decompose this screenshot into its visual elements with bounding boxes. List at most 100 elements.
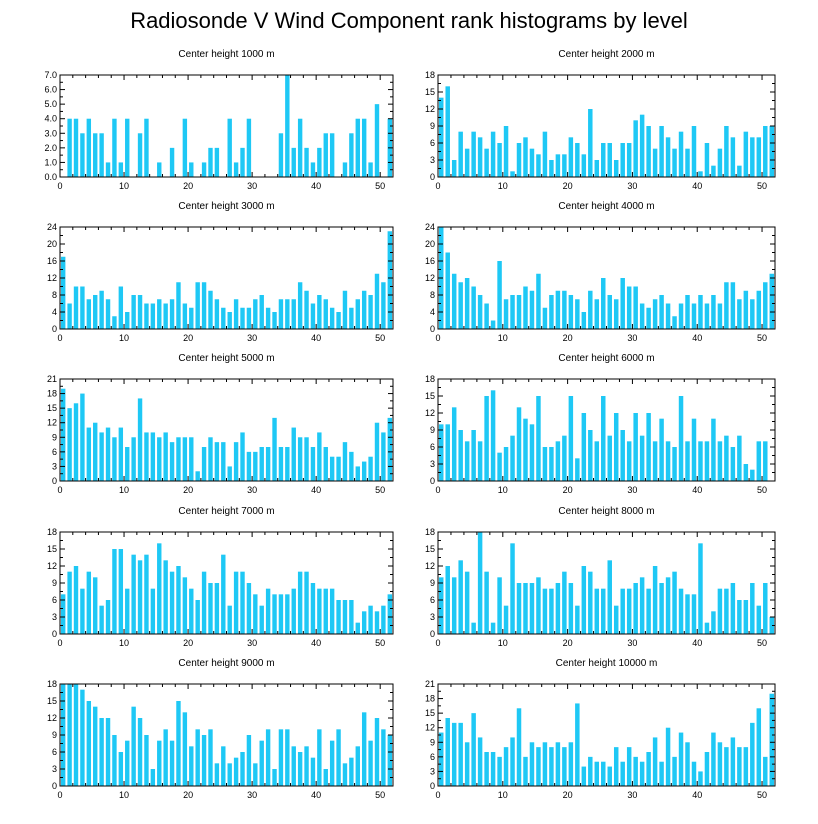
bar xyxy=(542,447,548,481)
bar xyxy=(291,299,296,329)
bar xyxy=(214,763,220,786)
bar xyxy=(105,718,111,786)
bar xyxy=(549,447,554,481)
y-tick-label: 0 xyxy=(430,324,435,334)
panel-title: Center height 9000 m xyxy=(178,658,274,669)
bar xyxy=(355,746,360,786)
bar xyxy=(756,137,762,177)
bar xyxy=(639,577,645,634)
y-tick-label: 12 xyxy=(425,104,435,114)
x-tick-label: 30 xyxy=(247,181,257,191)
bar xyxy=(646,307,651,329)
bar xyxy=(601,396,606,481)
bar xyxy=(620,430,625,481)
bar xyxy=(233,299,239,329)
bar xyxy=(769,617,774,634)
bar xyxy=(291,588,296,634)
bar xyxy=(125,740,130,786)
bar xyxy=(542,588,548,634)
bar xyxy=(169,442,175,481)
bar xyxy=(730,447,736,481)
panel-9: Center height 9000 m 0 10 20 30 40 50 0 3 6 9 12 15 1… xyxy=(47,658,394,800)
bar xyxy=(607,295,612,329)
bar xyxy=(368,295,373,329)
bar xyxy=(523,583,528,634)
bar xyxy=(221,307,226,329)
bar xyxy=(516,143,522,177)
bar xyxy=(562,435,567,481)
x-tick-label: 10 xyxy=(498,485,508,495)
x-tick-label: 40 xyxy=(692,790,702,800)
bar xyxy=(555,742,561,786)
x-tick-label: 50 xyxy=(375,485,385,495)
y-tick-label: 18 xyxy=(425,374,435,384)
bar xyxy=(730,737,736,786)
bar xyxy=(189,162,194,177)
bar xyxy=(310,757,316,786)
bar xyxy=(626,286,632,329)
bar xyxy=(137,133,143,177)
bar xyxy=(497,756,502,786)
bar xyxy=(451,722,457,786)
bar xyxy=(221,442,226,481)
bar xyxy=(575,299,580,329)
bar xyxy=(685,148,690,177)
bar xyxy=(691,761,697,786)
bar xyxy=(73,286,79,329)
bar xyxy=(464,742,470,786)
x-tick-label: 40 xyxy=(692,638,702,648)
y-tick-label: 9 xyxy=(430,425,435,435)
bar xyxy=(665,577,671,634)
bar xyxy=(99,718,104,786)
bar xyxy=(594,761,600,786)
bar xyxy=(150,303,156,329)
bar xyxy=(310,162,316,177)
bar xyxy=(549,295,554,329)
bar xyxy=(336,456,341,481)
bar xyxy=(125,312,130,329)
bar xyxy=(240,752,245,786)
bar xyxy=(368,605,373,634)
bar xyxy=(458,430,463,481)
y-tick-label: 9 xyxy=(52,730,57,740)
bar xyxy=(555,154,561,177)
plot-frame xyxy=(59,74,394,178)
bar xyxy=(743,600,749,634)
bar xyxy=(86,427,92,481)
x-tick-label: 20 xyxy=(563,181,573,191)
bar xyxy=(265,588,271,634)
bar xyxy=(182,437,188,481)
bar xyxy=(297,282,303,329)
bar xyxy=(665,441,671,481)
bar xyxy=(497,452,502,481)
bar xyxy=(297,571,303,634)
bar xyxy=(361,461,367,481)
bar xyxy=(317,729,322,786)
bar xyxy=(67,118,72,177)
bar xyxy=(445,718,450,786)
bar xyxy=(704,143,710,177)
y-tick-label: 9 xyxy=(430,578,435,588)
bar xyxy=(639,303,645,329)
bar xyxy=(169,740,175,786)
panel-title: Center height 6000 m xyxy=(558,353,654,364)
bar xyxy=(756,290,762,329)
bar xyxy=(214,583,220,634)
bar xyxy=(626,588,632,634)
bar xyxy=(387,735,392,786)
x-tick-label: 40 xyxy=(311,790,321,800)
bar xyxy=(523,137,528,177)
bar xyxy=(672,316,677,329)
bar xyxy=(387,231,392,329)
bar xyxy=(562,154,567,177)
panel-title: Center height 3000 m xyxy=(178,201,274,212)
bar xyxy=(756,605,762,634)
bar xyxy=(711,295,716,329)
y-tick-label: 1.0 xyxy=(44,157,57,167)
bar xyxy=(374,718,380,786)
bar xyxy=(568,396,574,481)
bar xyxy=(285,75,290,177)
y-tick-label: 6 xyxy=(52,595,57,605)
bar xyxy=(516,583,522,634)
